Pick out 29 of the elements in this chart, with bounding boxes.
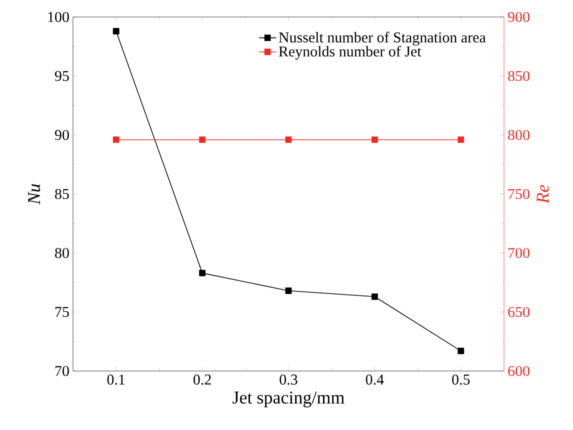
y-tick-label: 75	[55, 307, 69, 317]
x-axis-title: Jet spacing/mm	[232, 392, 344, 408]
x-tick-label: 0.3	[280, 374, 298, 385]
y-tick-label: 85	[55, 188, 69, 200]
legend-label: Reynolds number of Jet	[278, 46, 422, 60]
x-tick-label: 0.2	[194, 374, 211, 385]
y2-tick-label: 800	[508, 130, 530, 140]
y-tick-label: 80	[55, 248, 69, 258]
y2-tick-label: 750	[508, 188, 530, 200]
y-tick-label: 90	[54, 130, 69, 140]
y2-tick-label: 900	[508, 12, 530, 22]
x-tick-label: 0.4	[366, 374, 384, 385]
y2-axis-title: Re	[536, 184, 549, 204]
point	[112, 28, 120, 34]
point	[458, 348, 464, 354]
y-tick-label: 70	[55, 366, 69, 376]
point	[285, 288, 292, 294]
x-tick-label: 0.5	[452, 374, 470, 385]
point	[199, 270, 206, 276]
y2-tick-label: 700	[508, 248, 530, 258]
y-tick-label: 100	[48, 12, 69, 22]
y-axis-title: Nu	[28, 184, 40, 205]
y2-tick-label: 650	[508, 306, 530, 318]
point	[372, 293, 378, 300]
legend-label: Nusselt number of Stagnation area	[278, 32, 486, 46]
y2-tick-label: 600	[508, 366, 530, 376]
y2-tick-label: 850	[508, 70, 530, 82]
y-tick-label: 95	[54, 70, 69, 82]
x-tick-label: 0.1	[107, 374, 125, 385]
